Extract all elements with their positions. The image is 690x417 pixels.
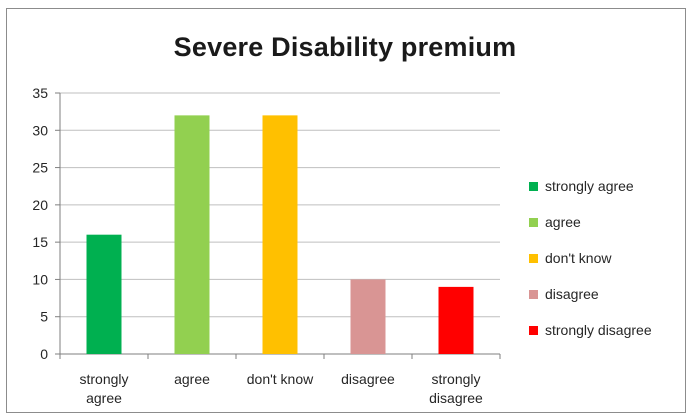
x-tick-label-line: agree [86, 390, 122, 406]
y-tick-label: 15 [32, 234, 48, 250]
y-tick-label: 5 [40, 309, 48, 325]
x-tick-label: don't know [235, 370, 325, 389]
y-tick-label: 25 [32, 160, 48, 176]
legend: strongly agree agree don't know disagree str… [529, 168, 652, 348]
bar-3 [262, 115, 298, 354]
bar-4 [350, 279, 386, 354]
legend-item: agree [529, 204, 652, 240]
bar-5 [438, 286, 474, 354]
legend-item: strongly disagree [529, 312, 652, 348]
chart-title: Severe Disability premium [173, 32, 517, 62]
legend-label: don't know [545, 250, 612, 266]
legend-label: disagree [545, 286, 599, 302]
y-tick-label: 35 [32, 85, 48, 101]
legend-swatch [529, 289, 538, 299]
legend-swatch [529, 217, 538, 227]
y-tick-label: 30 [32, 122, 48, 138]
x-tick-label: strongly agree [59, 370, 149, 408]
x-tick-label-line: strongly [79, 371, 129, 387]
bar-1 [86, 234, 122, 354]
legend-swatch [529, 181, 538, 191]
y-tick-label: 10 [32, 271, 48, 287]
legend-item: strongly agree [529, 168, 652, 204]
x-tick-label: strongly disagree [411, 370, 501, 408]
legend-label: strongly disagree [545, 322, 652, 338]
x-tick-label-line: don't know [246, 371, 314, 387]
x-tick-label-line: agree [174, 371, 210, 387]
legend-swatch [529, 253, 538, 263]
x-tick-label-line: disagree [341, 371, 395, 387]
y-tick-label: 20 [32, 197, 48, 213]
legend-item: disagree [529, 276, 652, 312]
x-tick-label: disagree [323, 370, 413, 389]
legend-label: agree [545, 214, 581, 230]
x-tick-label-line: strongly [431, 371, 481, 387]
legend-item: don't know [529, 240, 652, 276]
legend-label: strongly agree [545, 178, 634, 194]
x-tick-label: agree [147, 370, 237, 389]
bar-2 [174, 115, 210, 354]
y-tick-label: 0 [40, 346, 48, 362]
legend-swatch [529, 325, 538, 335]
x-tick-label-line: disagree [429, 390, 483, 406]
